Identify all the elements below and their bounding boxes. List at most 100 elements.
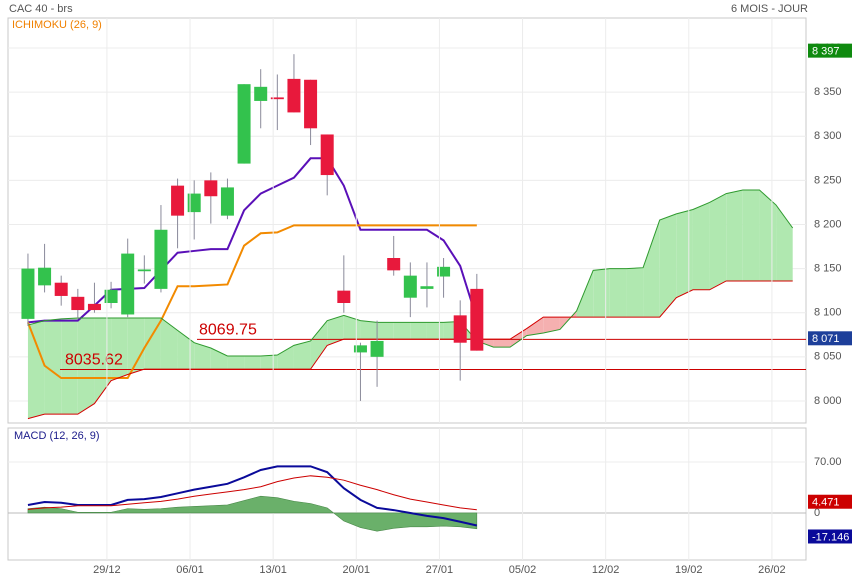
- candle-body: [403, 275, 417, 298]
- cloud-fill: [543, 317, 560, 333]
- macd-histogram: [27, 495, 478, 532]
- cloud-fill: [111, 318, 128, 381]
- y-tick-label: 8 350: [814, 86, 842, 98]
- x-tick-label: 29/12: [93, 564, 121, 576]
- candle-body: [353, 345, 367, 353]
- candle-body: [121, 253, 135, 315]
- candle-body: [387, 258, 401, 271]
- candle-body: [453, 315, 467, 343]
- cloud-fill: [277, 345, 294, 370]
- level-label: 8035.62: [65, 352, 123, 369]
- cloud-fill: [759, 190, 777, 281]
- cloud-fill: [576, 270, 594, 318]
- cloud-fill: [144, 318, 161, 370]
- value-tag: [808, 494, 852, 509]
- y-tick-label: 8 050: [814, 351, 842, 363]
- x-tick-label: 26/02: [758, 564, 786, 576]
- indicator-line: [27, 157, 478, 324]
- y-tick-label: 8 200: [814, 218, 842, 230]
- cloud-fill: [410, 322, 427, 340]
- candle-body: [87, 303, 101, 311]
- y-tick-label: 8 250: [814, 174, 842, 186]
- cloud-fill: [260, 355, 278, 370]
- candle-body: [254, 86, 268, 101]
- x-tick-label: 27/01: [426, 564, 454, 576]
- cloud-fill: [210, 348, 228, 370]
- cloud-fill: [659, 213, 677, 318]
- cloud-fill: [692, 202, 710, 290]
- cloud-fill: [244, 355, 261, 370]
- y-tick-label: 8 100: [814, 307, 842, 319]
- candle-body: [237, 84, 251, 164]
- cloud-fill: [310, 320, 328, 370]
- cloud-fill: [726, 190, 743, 281]
- candle-body: [270, 97, 284, 100]
- candle-body: [287, 78, 301, 113]
- candle-body: [304, 79, 318, 129]
- y-tick-label: 8 150: [814, 262, 842, 274]
- candle-body: [204, 180, 218, 197]
- macd-panel-title: MACD (12, 26, 9): [14, 430, 100, 442]
- candle-body: [187, 193, 201, 213]
- price-tag: [808, 331, 852, 346]
- header-period: 6 MOIS - JOUR: [731, 3, 808, 15]
- cloud-fill: [61, 318, 78, 415]
- y-tick-label: 70.00: [814, 456, 842, 468]
- cloud-fill: [493, 339, 511, 348]
- header-title: CAC 40 - brs: [9, 3, 73, 15]
- cloud-fill: [360, 320, 378, 340]
- cloud-fill: [44, 318, 62, 415]
- cloud-fill: [526, 317, 544, 336]
- candle-body: [38, 267, 52, 286]
- candle-body: [337, 290, 351, 303]
- macd-line: [27, 465, 478, 527]
- cloud-fill: [77, 318, 95, 415]
- value-tag: [808, 529, 852, 544]
- y-tick-label: 0: [814, 507, 820, 519]
- cloud-fill: [626, 267, 644, 318]
- x-tick-label: 13/01: [259, 564, 287, 576]
- macd-panel: [7, 427, 807, 561]
- indicator-line: [27, 280, 793, 420]
- cloud-fill: [327, 315, 344, 346]
- price-tag-label: 8 071: [812, 333, 840, 345]
- cloud-fill: [609, 268, 627, 318]
- cloud-fill: [127, 318, 145, 375]
- candle-body: [420, 286, 434, 289]
- cloud-fill: [27, 320, 45, 419]
- cloud-fill: [676, 209, 693, 298]
- candle-body: [320, 134, 334, 176]
- cloud-fill: [709, 193, 727, 290]
- candle-body: [137, 269, 151, 272]
- candle-body: [54, 282, 68, 296]
- y-tick-label: 8 300: [814, 130, 842, 142]
- candle-body: [71, 296, 85, 311]
- x-tick-label: 12/02: [592, 564, 620, 576]
- price-tag-label: 8 397: [812, 46, 840, 58]
- candle-body: [21, 268, 35, 319]
- cloud-fill: [227, 355, 245, 370]
- cloud-fill: [593, 268, 610, 318]
- cloud-fill: [426, 322, 444, 340]
- level-label: 8069.75: [199, 322, 257, 339]
- candle-body: [370, 340, 384, 357]
- cloud-fill: [742, 190, 760, 281]
- candle-body: [470, 288, 484, 351]
- cloud-fill: [194, 342, 211, 370]
- candle-body: [171, 185, 185, 216]
- candle-body: [154, 229, 168, 289]
- indicator-line: [27, 189, 794, 357]
- cloud-fill: [377, 322, 394, 340]
- x-tick-label: 20/01: [343, 564, 371, 576]
- x-tick-label: 05/02: [509, 564, 537, 576]
- price-tag: [808, 43, 852, 58]
- value-tag-label: 4.471: [812, 497, 840, 509]
- candle-body: [220, 187, 234, 216]
- candle-body: [437, 266, 451, 277]
- indicator-line: [27, 224, 477, 379]
- candle-body: [104, 289, 118, 303]
- price-panel-title: ICHIMOKU (26, 9): [12, 19, 102, 31]
- value-tag-label: -17.146: [812, 531, 849, 543]
- cloud-fill: [293, 340, 311, 370]
